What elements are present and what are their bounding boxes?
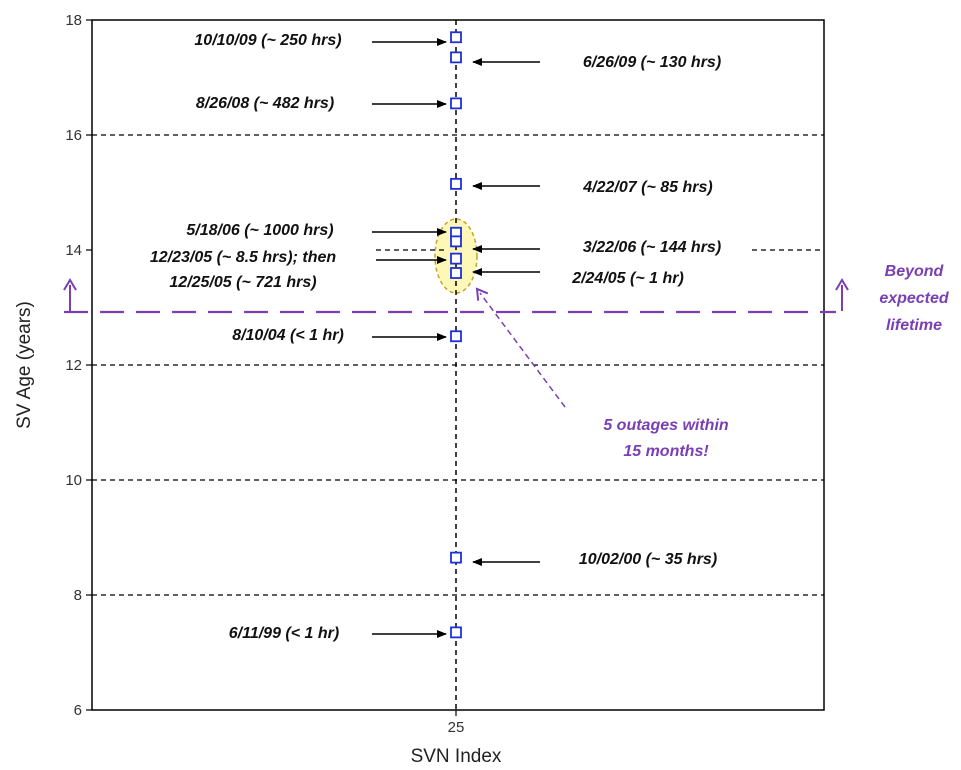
callout-arrow — [475, 287, 566, 408]
annotation-arrows — [372, 38, 540, 638]
annotation-label: 8/10/04 (< 1 hr) — [232, 327, 344, 344]
y-tick-label: 6 — [74, 702, 82, 719]
data-point-marker — [450, 51, 462, 64]
lifetime-label-line1: Beyond — [885, 263, 945, 280]
annotation-label: 8/26/08 (~ 482 hrs) — [196, 95, 334, 112]
grid-lines — [92, 134, 824, 596]
annotation-label: 6/26/09 (~ 130 hrs) — [583, 54, 721, 71]
data-point-marker — [450, 551, 462, 564]
x-tick-label: 25 — [448, 719, 465, 736]
y-tick-label: 18 — [65, 12, 82, 29]
data-point-marker — [450, 626, 462, 639]
annotation-label: 10/10/09 (~ 250 hrs) — [194, 32, 341, 49]
y-tick-label: 10 — [65, 472, 82, 489]
lifetime-label-line3: lifetime — [886, 317, 942, 334]
annotation-label: 6/11/99 (< 1 hr) — [229, 625, 339, 642]
expected-lifetime-marker — [63, 278, 849, 314]
annotation-label: 5/18/06 (~ 1000 hrs) — [186, 222, 333, 239]
x-axis-label: SVN Index — [411, 746, 502, 767]
callout-line2: 15 months! — [623, 443, 709, 460]
y-tick-label: 14 — [65, 242, 82, 259]
annotation-label: 4/22/07 (~ 85 hrs) — [582, 179, 712, 196]
data-markers — [450, 31, 462, 639]
callout-line1: 5 outages within — [603, 417, 729, 434]
y-tick-label: 16 — [65, 127, 82, 144]
data-point-marker — [450, 330, 462, 343]
y-tick-label: 12 — [65, 357, 82, 374]
data-point-marker — [450, 177, 462, 190]
y-tick-labels: 6 8 10 12 14 16 18 — [65, 12, 92, 719]
annotation-label: 12/25/05 (~ 721 hrs) — [169, 274, 316, 291]
data-point-marker — [450, 252, 462, 265]
lifetime-label-line2: expected — [879, 290, 950, 307]
data-point-marker — [450, 235, 462, 248]
data-point-marker — [450, 31, 462, 44]
data-point-marker — [450, 97, 462, 110]
annotation-label: 3/22/06 (~ 144 hrs) — [583, 239, 721, 256]
annotation-label: 2/24/05 (~ 1 hr) — [571, 270, 684, 287]
annotation-label: 10/02/00 (~ 35 hrs) — [579, 551, 717, 568]
y-axis-label: SV Age (years) — [14, 301, 35, 429]
data-point-marker — [450, 267, 462, 279]
y-tick-label: 8 — [74, 587, 82, 604]
annotation-label: 12/23/05 (~ 8.5 hrs); then — [150, 249, 337, 266]
